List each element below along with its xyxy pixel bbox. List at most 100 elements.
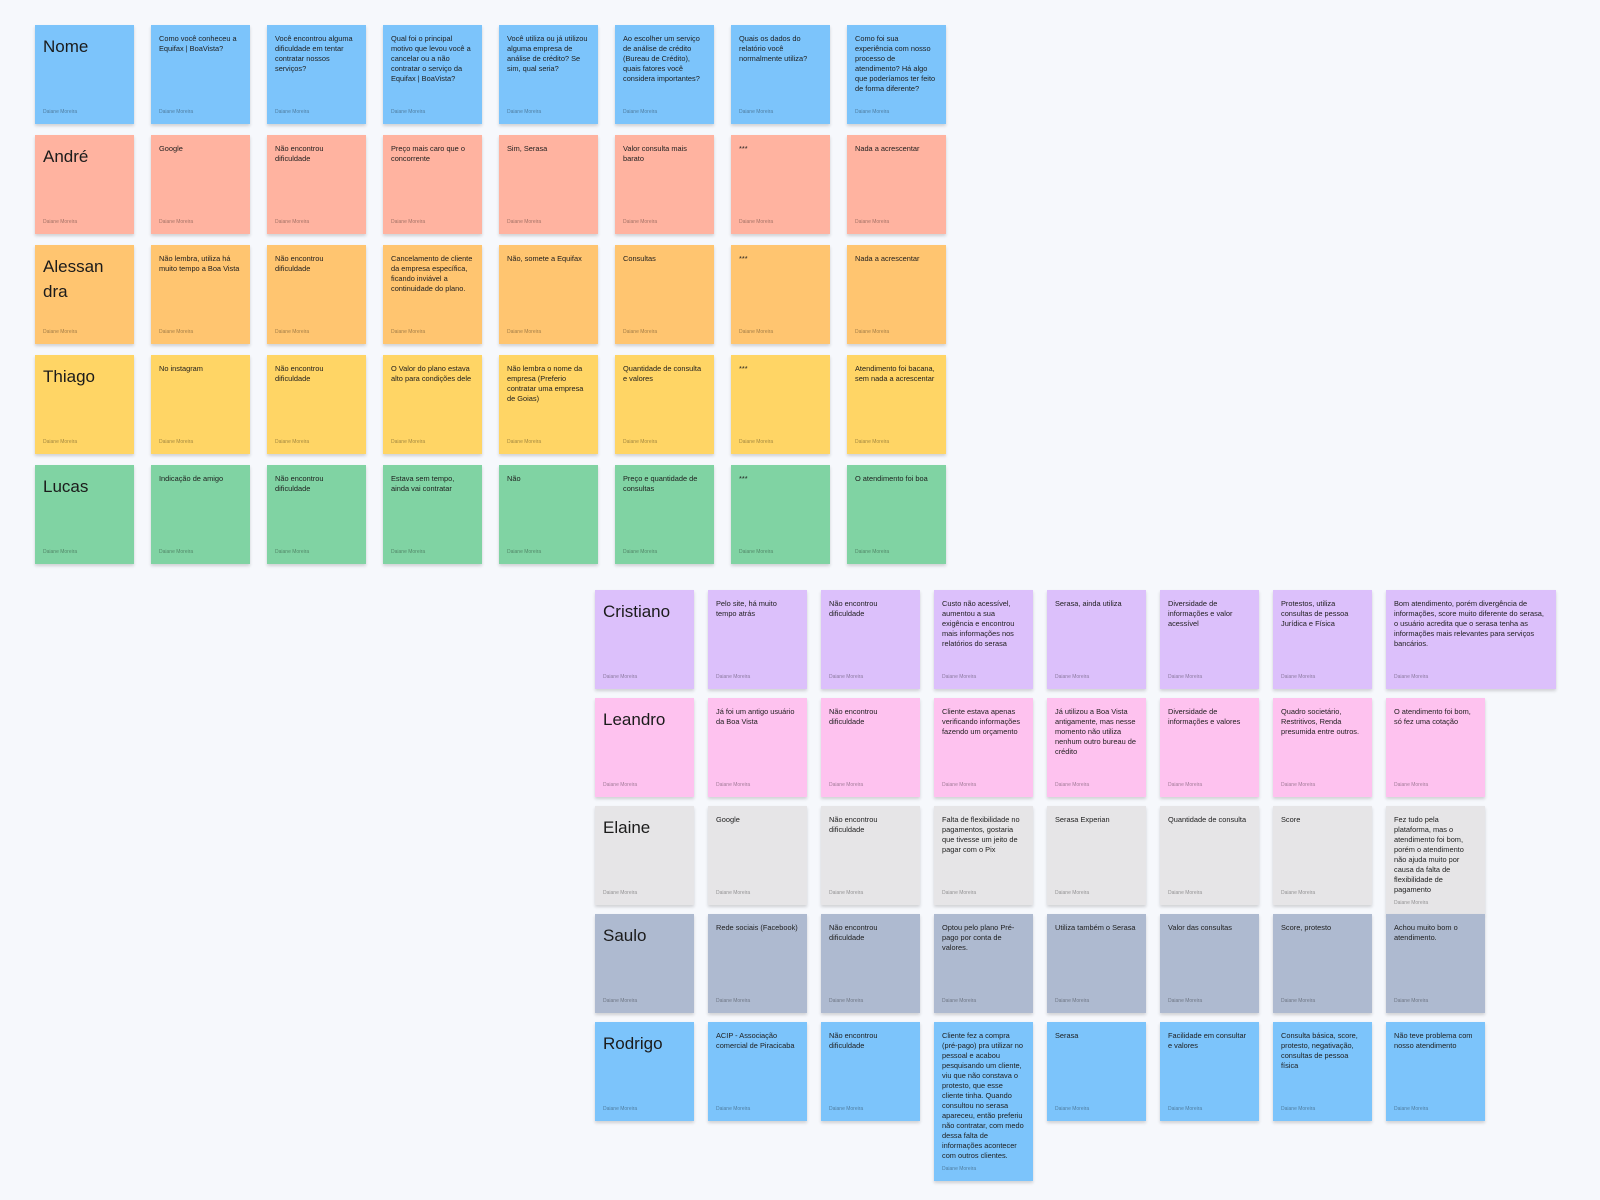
note-text: Google (716, 815, 740, 824)
sticky-note-lucas-7[interactable]: O atendimento foi boa Daiane Moreira (847, 465, 946, 564)
sticky-note-saulo-6[interactable]: Score, protesto Daiane Moreira (1273, 914, 1372, 1013)
note-text: Custo não acessível, aumentou a sua exig… (942, 599, 1015, 648)
sticky-note-saulo-4[interactable]: Utiliza também o Serasa Daiane Moreira (1047, 914, 1146, 1013)
sticky-note-nome-5[interactable]: Ao escolher um serviço de análise de cré… (615, 25, 714, 124)
sticky-note-lucas-6[interactable]: *** Daiane Moreira (731, 465, 830, 564)
name-sticky-note-alessan-dra[interactable]: Alessan dra Daiane Moreira (35, 245, 134, 344)
note-author: Daiane Moreira (275, 549, 310, 555)
sticky-note-nome-3[interactable]: Qual foi o principal motivo que levou vo… (383, 25, 482, 124)
sticky-note-saulo-5[interactable]: Valor das consultas Daiane Moreira (1160, 914, 1259, 1013)
name-sticky-note-lucas[interactable]: Lucas Daiane Moreira (35, 465, 134, 564)
sticky-note-cristiano-4[interactable]: Serasa, ainda utiliza Daiane Moreira (1047, 590, 1146, 689)
sticky-note-lucas-4[interactable]: Não Daiane Moreira (499, 465, 598, 564)
sticky-note-leandro-5[interactable]: Diversidade de informações e valores Daia… (1160, 698, 1259, 797)
sticky-note-andre-5[interactable]: Valor consulta mais barato Daiane Moreira (615, 135, 714, 234)
sticky-note-leandro-2[interactable]: Não encontrou dificuldade Daiane Moreira (821, 698, 920, 797)
sticky-note-lucas-1[interactable]: Indicação de amigo Daiane Moreira (151, 465, 250, 564)
note-text: O atendimento foi bom, só fez uma cotaçã… (1394, 707, 1471, 726)
sticky-note-nome-4[interactable]: Você utiliza ou já utilizou alguma empre… (499, 25, 598, 124)
sticky-note-elaine-6[interactable]: Score Daiane Moreira (1273, 806, 1372, 905)
sticky-note-cristiano-7[interactable]: Bom atendimento, porém divergência de in… (1386, 590, 1556, 689)
name-sticky-note-rodrigo[interactable]: Rodrigo Daiane Moreira (595, 1022, 694, 1121)
sticky-note-andre-7[interactable]: Nada a acrescentar Daiane Moreira (847, 135, 946, 234)
name-sticky-note-elaine[interactable]: Elaine Daiane Moreira (595, 806, 694, 905)
sticky-note-leandro-6[interactable]: Quadro societário, Restritivos, Renda pr… (1273, 698, 1372, 797)
name-sticky-note-cristiano[interactable]: Cristiano Daiane Moreira (595, 590, 694, 689)
sticky-note-andre-2[interactable]: Não encontrou dificuldade Daiane Moreira (267, 135, 366, 234)
note-author: Daiane Moreira (391, 219, 426, 225)
sticky-note-leandro-3[interactable]: Cliente estava apenas verificando inform… (934, 698, 1033, 797)
sticky-note-leandro-7[interactable]: O atendimento foi bom, só fez uma cotaçã… (1386, 698, 1485, 797)
sticky-note-elaine-1[interactable]: Google Daiane Moreira (708, 806, 807, 905)
sticky-note-thiago-4[interactable]: Não lembra o nome da empresa (Preferio c… (499, 355, 598, 454)
sticky-note-nome-2[interactable]: Você encontrou alguma dificuldade em ten… (267, 25, 366, 124)
sticky-note-rodrigo-4[interactable]: Serasa Daiane Moreira (1047, 1022, 1146, 1121)
note-author: Daiane Moreira (391, 329, 426, 335)
sticky-note-thiago-7[interactable]: Atendimento foi bacana, sem nada a acres… (847, 355, 946, 454)
sticky-note-leandro-1[interactable]: Já foi um antigo usuário da Boa Vista Dai… (708, 698, 807, 797)
sticky-note-rodrigo-2[interactable]: Não encontrou dificuldade Daiane Moreira (821, 1022, 920, 1121)
name-sticky-note-leandro[interactable]: Leandro Daiane Moreira (595, 698, 694, 797)
sticky-note-cristiano-3[interactable]: Custo não acessível, aumentou a sua exig… (934, 590, 1033, 689)
sticky-note-elaine-3[interactable]: Falta de flexibilidade no pagamentos, go… (934, 806, 1033, 905)
note-author: Daiane Moreira (43, 549, 78, 555)
sticky-note-leandro-4[interactable]: Já utilizou a Boa Vista antigamente, mas… (1047, 698, 1146, 797)
sticky-note-rodrigo-1[interactable]: ACIP - Associação comercial de Piracicab… (708, 1022, 807, 1121)
sticky-note-nome-6[interactable]: Quais os dados do relatório você normalm… (731, 25, 830, 124)
sticky-note-nome-1[interactable]: Como você conheceu a Equifax | BoaVista?… (151, 25, 250, 124)
sticky-note-andre-4[interactable]: Sim, Serasa Daiane Moreira (499, 135, 598, 234)
sticky-note-alessan-dra-4[interactable]: Não, somete a Equifax Daiane Moreira (499, 245, 598, 344)
sticky-note-alessan-dra-1[interactable]: Não lembra, utiliza há muito tempo a Boa… (151, 245, 250, 344)
note-author: Daiane Moreira (507, 329, 542, 335)
note-author: Daiane Moreira (623, 549, 658, 555)
sticky-note-thiago-1[interactable]: No instagram Daiane Moreira (151, 355, 250, 454)
note-text: Ao escolher um serviço de análise de cré… (623, 34, 700, 83)
sticky-note-lucas-5[interactable]: Preço e quantidade de consultas Daiane Mo… (615, 465, 714, 564)
sticky-note-thiago-5[interactable]: Quantidade de consulta e valores Daiane M… (615, 355, 714, 454)
sticky-note-cristiano-5[interactable]: Diversidade de informações e valor acess… (1160, 590, 1259, 689)
sticky-note-rodrigo-6[interactable]: Consulta básica, score, protesto, negati… (1273, 1022, 1372, 1121)
sticky-note-alessan-dra-2[interactable]: Não encontrou dificuldade Daiane Moreira (267, 245, 366, 344)
sticky-note-rodrigo-5[interactable]: Facilidade em consultar e valores Daiane … (1160, 1022, 1259, 1121)
sticky-note-andre-3[interactable]: Preço mais caro que o concorrente Daiane … (383, 135, 482, 234)
sticky-note-thiago-2[interactable]: Não encontrou dificuldade Daiane Moreira (267, 355, 366, 454)
note-author: Daiane Moreira (855, 549, 890, 555)
name-sticky-note-andre[interactable]: André Daiane Moreira (35, 135, 134, 234)
sticky-note-saulo-1[interactable]: Rede sociais (Facebook) Daiane Moreira (708, 914, 807, 1013)
sticky-note-alessan-dra-5[interactable]: Consultas Daiane Moreira (615, 245, 714, 344)
sticky-note-thiago-3[interactable]: O Valor do plano estava alto para condiç… (383, 355, 482, 454)
sticky-note-lucas-2[interactable]: Não encontrou dificuldade Daiane Moreira (267, 465, 366, 564)
sticky-note-cristiano-6[interactable]: Protestos, utiliza consultas de pessoa J… (1273, 590, 1372, 689)
name-sticky-note-thiago[interactable]: Thiago Daiane Moreira (35, 355, 134, 454)
sticky-note-cristiano-2[interactable]: Não encontrou dificuldade Daiane Moreira (821, 590, 920, 689)
name-sticky-note-saulo[interactable]: Saulo Daiane Moreira (595, 914, 694, 1013)
name-sticky-note-nome[interactable]: Nome Daiane Moreira (35, 25, 134, 124)
sticky-note-thiago-6[interactable]: *** Daiane Moreira (731, 355, 830, 454)
note-author: Daiane Moreira (43, 109, 78, 115)
sticky-note-saulo-3[interactable]: Optou pelo plano Pré-pago por conta de v… (934, 914, 1033, 1013)
sticky-note-alessan-dra-6[interactable]: *** Daiane Moreira (731, 245, 830, 344)
sticky-note-cristiano-1[interactable]: Pelo site, há muito tempo atrás Daiane Mo… (708, 590, 807, 689)
note-text: Cancelamento de cliente da empresa espec… (391, 254, 473, 293)
sticky-note-nome-7[interactable]: Como foi sua experiência com nosso proce… (847, 25, 946, 124)
sticky-note-lucas-3[interactable]: Estava sem tempo, ainda vai contratar Dai… (383, 465, 482, 564)
sticky-note-elaine-4[interactable]: Serasa Experian Daiane Moreira (1047, 806, 1146, 905)
sticky-note-alessan-dra-3[interactable]: Cancelamento de cliente da empresa espec… (383, 245, 482, 344)
note-text: No instagram (159, 364, 203, 373)
note-author: Daiane Moreira (855, 219, 890, 225)
sticky-note-elaine-2[interactable]: Não encontrou dificuldade Daiane Moreira (821, 806, 920, 905)
note-text: Serasa (1055, 1031, 1079, 1040)
sticky-note-elaine-5[interactable]: Quantidade de consulta Daiane Moreira (1160, 806, 1259, 905)
note-author: Daiane Moreira (391, 109, 426, 115)
sticky-note-saulo-7[interactable]: Achou muito bom o atendimento. Daiane Mor… (1386, 914, 1485, 1013)
sticky-note-alessan-dra-7[interactable]: Nada a acrescentar Daiane Moreira (847, 245, 946, 344)
note-text: Preço e quantidade de consultas (623, 474, 698, 493)
sticky-note-saulo-2[interactable]: Não encontrou dificuldade Daiane Moreira (821, 914, 920, 1013)
sticky-note-rodrigo-7[interactable]: Não teve problema com nosso atendimento D… (1386, 1022, 1485, 1121)
note-text: Já foi um antigo usuário da Boa Vista (716, 707, 795, 726)
sticky-note-rodrigo-3[interactable]: Cliente fez a compra (pré-pago) pra util… (934, 1022, 1033, 1181)
sticky-note-andre-6[interactable]: *** Daiane Moreira (731, 135, 830, 234)
sticky-note-andre-1[interactable]: Google Daiane Moreira (151, 135, 250, 234)
sticky-note-elaine-7[interactable]: Fez tudo pela plataforma, mas o atendime… (1386, 806, 1485, 915)
